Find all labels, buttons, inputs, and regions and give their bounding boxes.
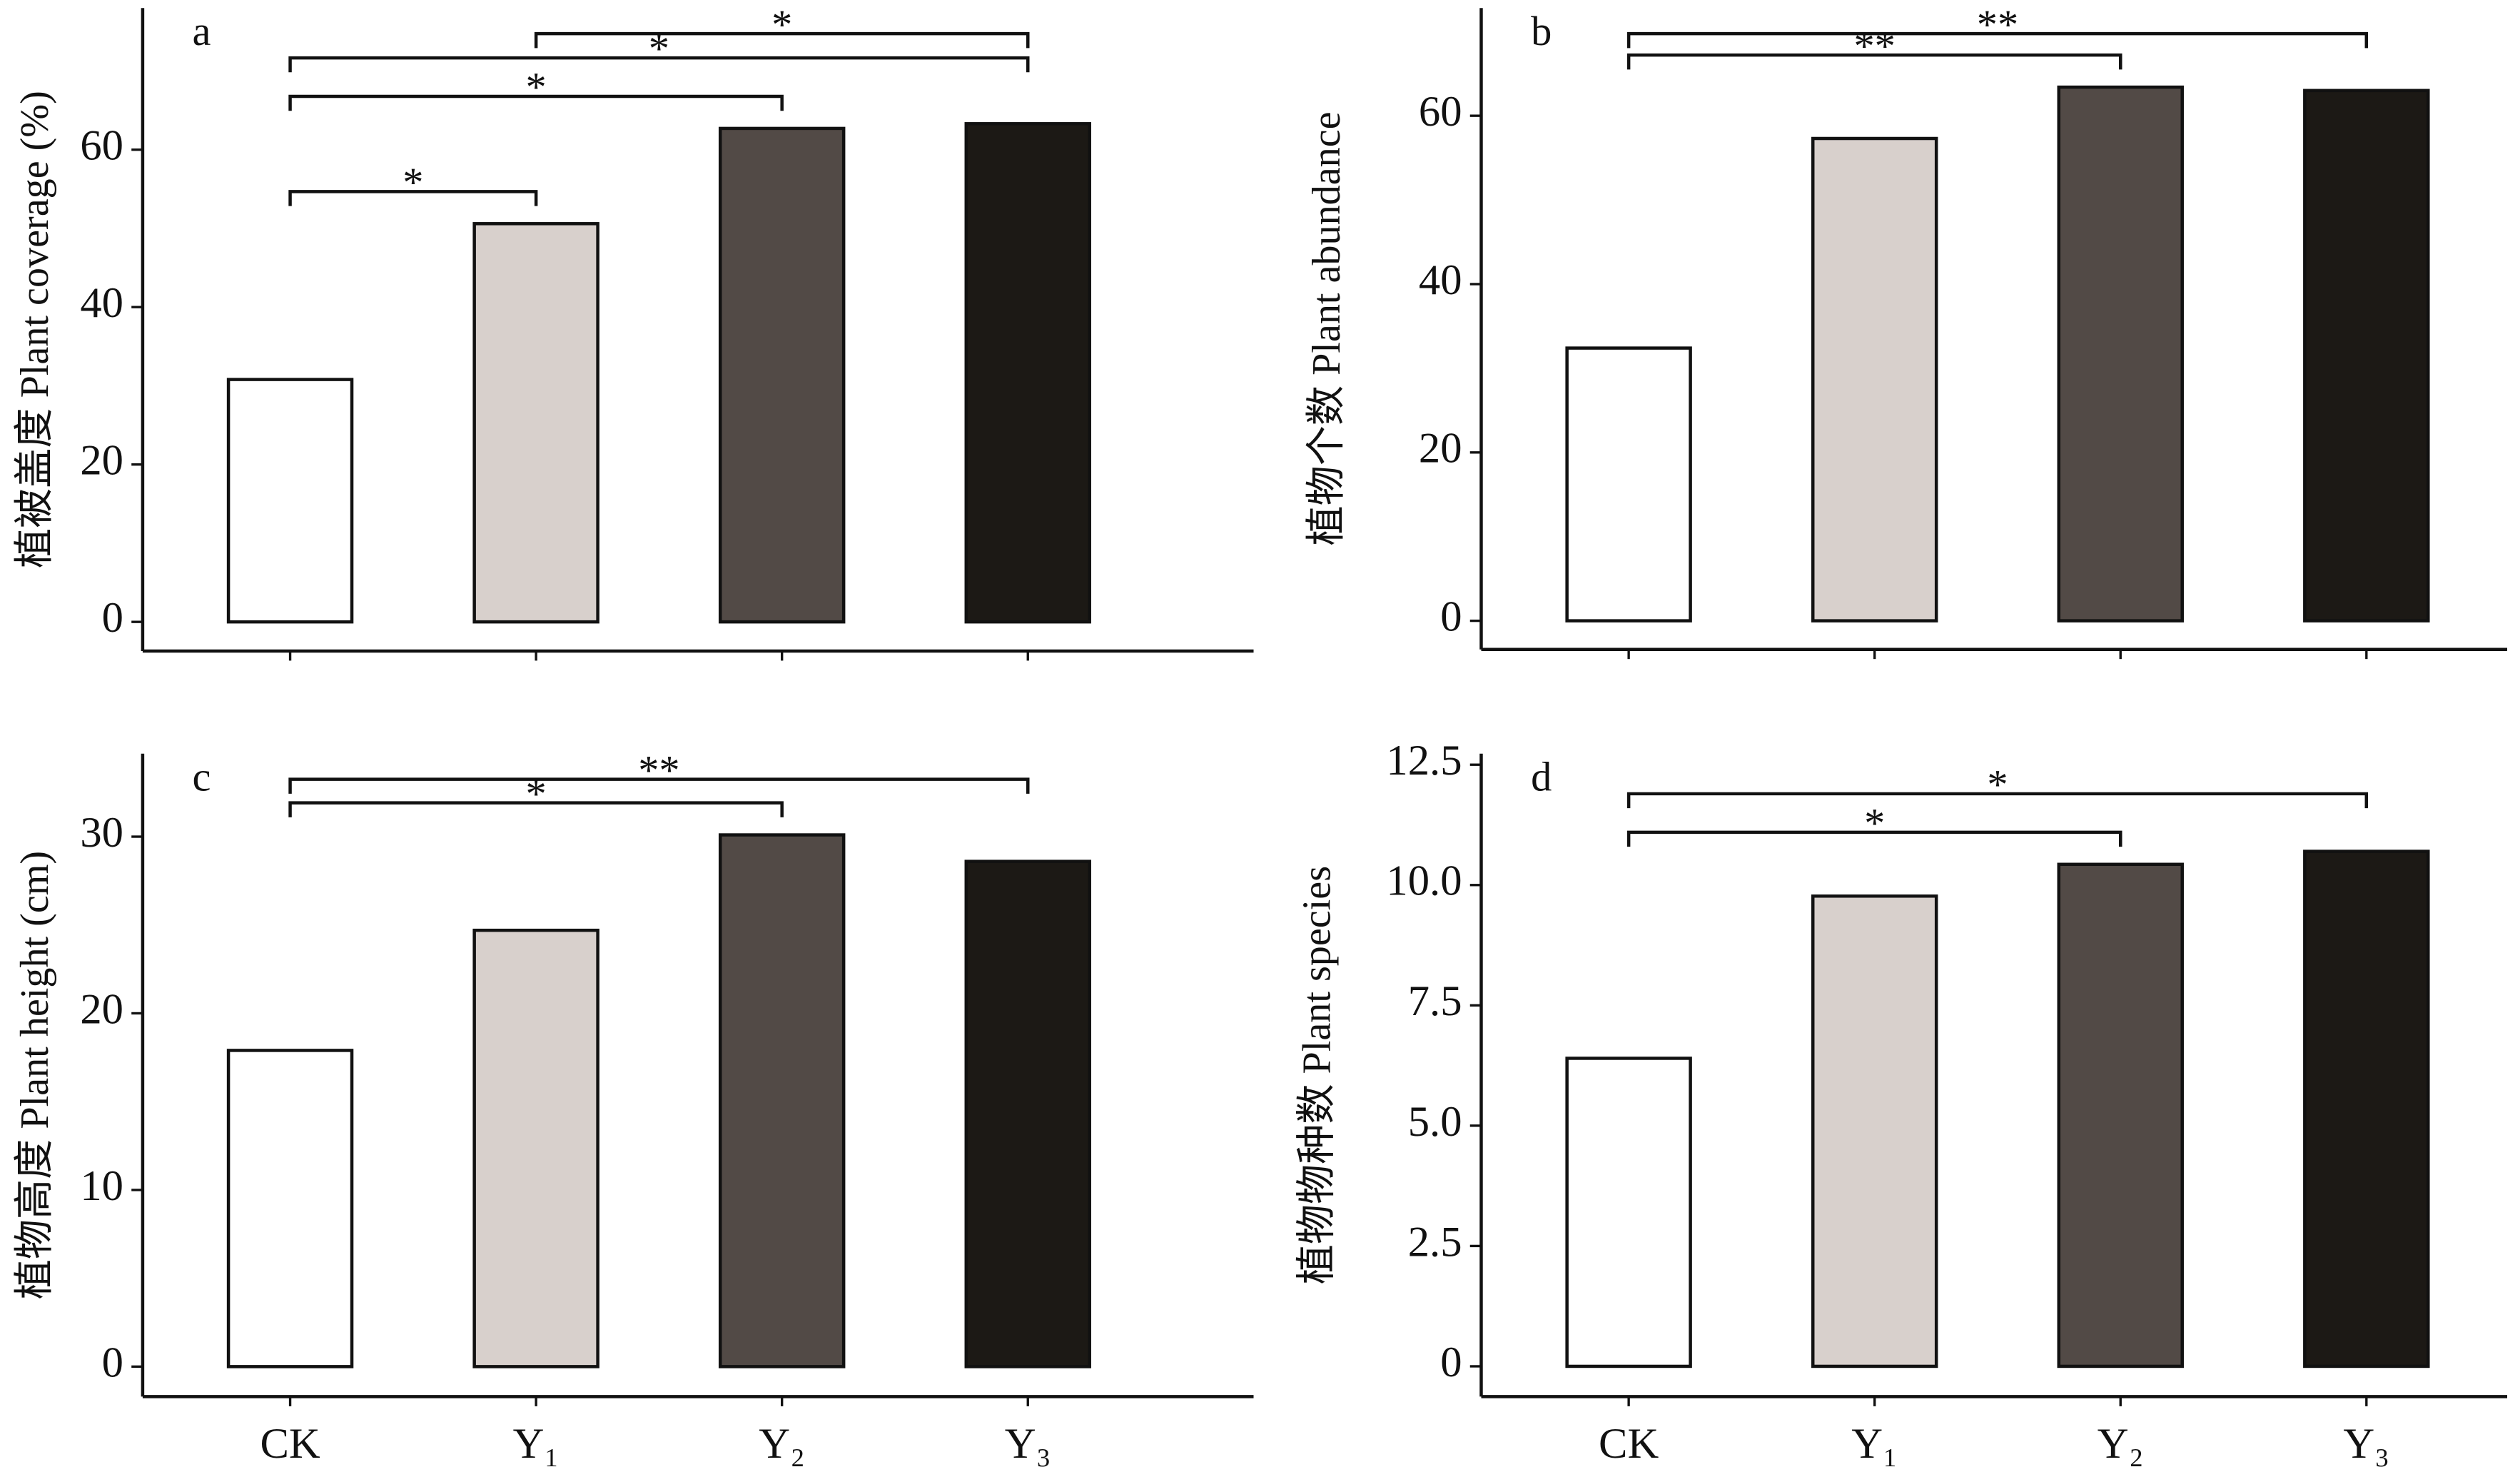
significance-bracket: [288, 56, 1030, 73]
bar: [964, 122, 1091, 624]
significance-bracket: [1626, 792, 2369, 809]
significance-label: **: [1853, 23, 1895, 69]
significance-label: **: [638, 747, 679, 793]
significance-bracket: [288, 94, 784, 111]
chart-panel: 0 2.5 5.0 7.5 10.0 12.5 d 植物物种数 Plant species CK…: [1295, 737, 2508, 1468]
y-tick-label: 12.5: [1386, 737, 1462, 785]
bar: [718, 126, 846, 624]
bar: [472, 928, 599, 1368]
bar: [226, 378, 354, 624]
bar: [1565, 346, 1692, 622]
x-tick-label: CK: [260, 1420, 320, 1468]
significance-bracket: [534, 31, 1030, 49]
y-tick-label: 40: [80, 279, 123, 327]
significance-bracket: [288, 801, 784, 817]
panel-label: d: [1531, 753, 1552, 800]
y-axis-label: 植物个数 Plant abundance: [1305, 111, 1349, 545]
y-tick-label: 2.5: [1408, 1218, 1462, 1266]
chart-panel: 0 20 40 60 b 植物个数 Plant abundance ** **: [1305, 1, 2508, 660]
y-tick-label: 20: [80, 437, 123, 485]
significance-bracket: [288, 777, 1030, 794]
bar: [964, 859, 1091, 1368]
panel-label: b: [1531, 8, 1552, 54]
x-tick-label: Y₂: [2098, 1420, 2144, 1468]
y-tick-label: 5.0: [1408, 1098, 1462, 1146]
y-axis-label: 植物高度 Plant height (cm): [13, 851, 57, 1299]
y-tick-label: 20: [1419, 425, 1462, 473]
y-tick-label: 7.5: [1408, 977, 1462, 1025]
y-tick-label: 10: [80, 1162, 123, 1210]
x-tick-label: Y₃: [1005, 1420, 1051, 1468]
bar: [718, 833, 846, 1368]
bar: [1811, 894, 1938, 1368]
y-tick-label: 60: [1419, 88, 1462, 136]
significance-label: *: [403, 159, 423, 206]
bar: [226, 1049, 354, 1368]
x-tick-label: Y₁: [1851, 1420, 1898, 1468]
significance-bracket: [1626, 53, 2122, 70]
y-tick-label: 0: [1440, 593, 1462, 641]
bar: [2057, 862, 2184, 1368]
y-tick-label: 20: [80, 985, 123, 1033]
x-tick-label: Y₃: [2343, 1420, 2389, 1468]
significance-bracket: [288, 190, 538, 206]
bar: [2303, 89, 2430, 622]
panel-label: c: [193, 753, 211, 800]
significance-label: *: [526, 64, 547, 111]
significance-label: *: [1987, 762, 2008, 808]
y-tick-label: 40: [1419, 256, 1462, 304]
y-tick-label: 10.0: [1386, 857, 1462, 905]
y-tick-label: 0: [102, 1339, 123, 1386]
y-tick-label: 0: [102, 594, 123, 642]
bar: [472, 222, 599, 624]
bar: [1565, 1057, 1692, 1368]
significance-bracket: [1626, 31, 2369, 49]
y-axis-label: 植物物种数 Plant species: [1295, 866, 1340, 1284]
bar: [1811, 136, 1938, 622]
y-tick-label: 30: [80, 809, 123, 857]
significance-label: *: [526, 770, 547, 817]
y-axis-label: 植被盖度 Plant coverage (%): [13, 91, 57, 568]
bar: [2057, 85, 2184, 622]
significance-bracket: [1626, 830, 2122, 847]
significance-label: *: [771, 1, 792, 48]
bar: [2303, 850, 2430, 1368]
x-tick-label: Y₁: [513, 1420, 560, 1468]
significance-label: **: [1977, 1, 2018, 48]
y-tick-label: 60: [80, 122, 123, 170]
y-tick-label: 0: [1440, 1339, 1462, 1386]
panel-label: a: [193, 8, 211, 54]
significance-label: *: [1864, 800, 1885, 847]
x-tick-label: CK: [1599, 1420, 1659, 1468]
x-tick-label: Y₂: [759, 1420, 805, 1468]
